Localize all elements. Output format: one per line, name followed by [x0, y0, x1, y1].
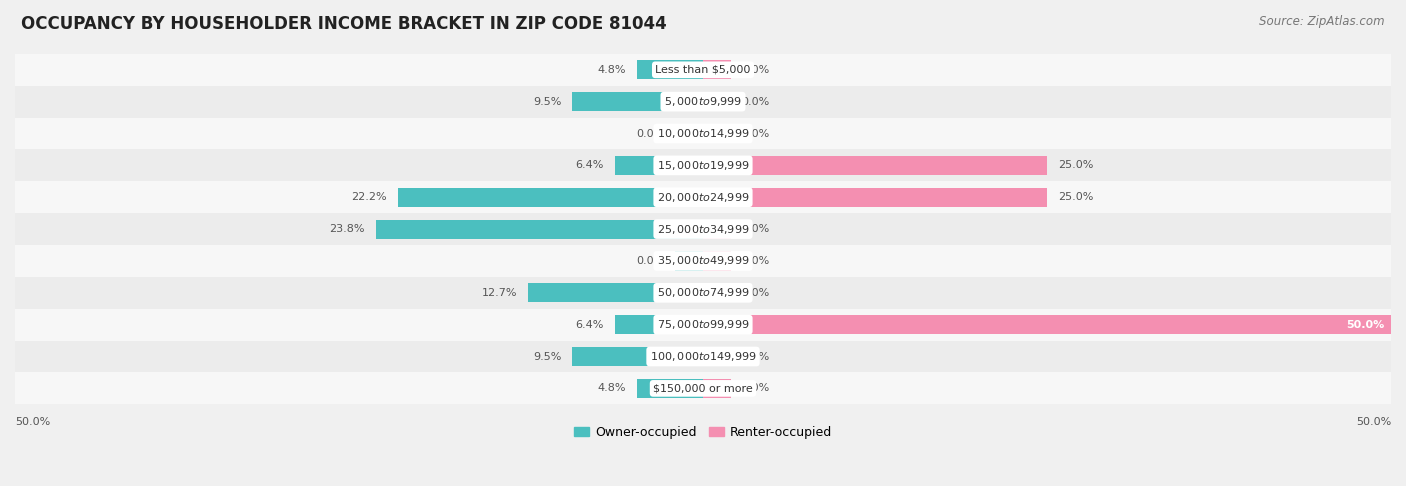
Text: 0.0%: 0.0%: [637, 256, 665, 266]
Bar: [15, 372, 1391, 404]
Bar: [398, 188, 703, 207]
Text: 25.0%: 25.0%: [1057, 160, 1094, 171]
Bar: [703, 60, 731, 79]
Text: 0.0%: 0.0%: [741, 65, 769, 75]
Text: $25,000 to $34,999: $25,000 to $34,999: [657, 223, 749, 236]
Text: $20,000 to $24,999: $20,000 to $24,999: [657, 191, 749, 204]
Legend: Owner-occupied, Renter-occupied: Owner-occupied, Renter-occupied: [568, 420, 838, 444]
Bar: [703, 92, 731, 111]
Bar: [15, 277, 1391, 309]
Text: Less than $5,000: Less than $5,000: [655, 65, 751, 75]
Bar: [703, 156, 1047, 175]
Text: 6.4%: 6.4%: [575, 160, 605, 171]
Text: 50.0%: 50.0%: [15, 417, 51, 427]
Text: 0.0%: 0.0%: [741, 97, 769, 106]
Text: $75,000 to $99,999: $75,000 to $99,999: [657, 318, 749, 331]
Text: $35,000 to $49,999: $35,000 to $49,999: [657, 255, 749, 267]
Bar: [572, 92, 703, 111]
Text: 23.8%: 23.8%: [329, 224, 364, 234]
Text: 4.8%: 4.8%: [598, 383, 626, 393]
Bar: [15, 213, 1391, 245]
Bar: [675, 251, 703, 271]
Bar: [637, 60, 703, 79]
Bar: [15, 309, 1391, 341]
Text: 9.5%: 9.5%: [533, 97, 561, 106]
Text: 50.0%: 50.0%: [1346, 320, 1384, 330]
Text: 0.0%: 0.0%: [741, 224, 769, 234]
Text: 0.0%: 0.0%: [741, 351, 769, 362]
Bar: [15, 86, 1391, 118]
Text: 0.0%: 0.0%: [741, 256, 769, 266]
Text: $10,000 to $14,999: $10,000 to $14,999: [657, 127, 749, 140]
Text: $15,000 to $19,999: $15,000 to $19,999: [657, 159, 749, 172]
Text: 9.5%: 9.5%: [533, 351, 561, 362]
Text: 4.8%: 4.8%: [598, 65, 626, 75]
Bar: [614, 315, 703, 334]
Text: 50.0%: 50.0%: [1355, 417, 1391, 427]
Text: 0.0%: 0.0%: [741, 288, 769, 298]
Bar: [703, 188, 1047, 207]
Bar: [15, 150, 1391, 181]
Text: 12.7%: 12.7%: [482, 288, 517, 298]
Text: $150,000 or more: $150,000 or more: [654, 383, 752, 393]
Bar: [15, 245, 1391, 277]
Bar: [675, 124, 703, 143]
Text: OCCUPANCY BY HOUSEHOLDER INCOME BRACKET IN ZIP CODE 81044: OCCUPANCY BY HOUSEHOLDER INCOME BRACKET …: [21, 15, 666, 33]
Bar: [703, 283, 731, 302]
Bar: [15, 118, 1391, 150]
Bar: [614, 156, 703, 175]
Bar: [375, 220, 703, 239]
Text: 0.0%: 0.0%: [637, 128, 665, 139]
Text: $100,000 to $149,999: $100,000 to $149,999: [650, 350, 756, 363]
Bar: [703, 315, 1391, 334]
Text: 25.0%: 25.0%: [1057, 192, 1094, 202]
Bar: [15, 54, 1391, 86]
Text: $5,000 to $9,999: $5,000 to $9,999: [664, 95, 742, 108]
Text: 22.2%: 22.2%: [352, 192, 387, 202]
Bar: [703, 124, 731, 143]
Bar: [703, 347, 731, 366]
Bar: [637, 379, 703, 398]
Text: Source: ZipAtlas.com: Source: ZipAtlas.com: [1260, 15, 1385, 28]
Bar: [529, 283, 703, 302]
Text: 0.0%: 0.0%: [741, 128, 769, 139]
Bar: [703, 220, 731, 239]
Bar: [15, 181, 1391, 213]
Text: $50,000 to $74,999: $50,000 to $74,999: [657, 286, 749, 299]
Bar: [703, 251, 731, 271]
Bar: [15, 341, 1391, 372]
Bar: [572, 347, 703, 366]
Bar: [703, 379, 731, 398]
Text: 0.0%: 0.0%: [741, 383, 769, 393]
Text: 6.4%: 6.4%: [575, 320, 605, 330]
